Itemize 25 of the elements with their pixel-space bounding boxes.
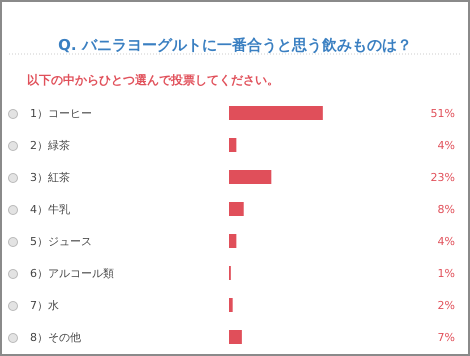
y-tick-label: 3）紅茶 [30, 171, 70, 184]
data-label: 23% [430, 171, 455, 184]
bar [229, 298, 233, 312]
data-label: 4% [438, 139, 455, 152]
y-tick-label: 2）緑茶 [30, 139, 70, 152]
y-tick-label: 5）ジュース [30, 235, 92, 248]
bar [229, 138, 236, 152]
bar [229, 202, 244, 216]
y-tick-label: 1）コーヒー [30, 107, 92, 120]
y-tick-label: 4）牛乳 [30, 203, 70, 216]
chart-subtitle: 以下の中からひとつ選んで投票してください。 [27, 73, 279, 87]
data-label: 1% [438, 267, 455, 280]
data-label: 2% [438, 299, 455, 312]
data-label: 7% [438, 331, 455, 344]
data-label: 8% [438, 203, 455, 216]
data-label: 4% [438, 235, 455, 248]
chart-title: Q. バニラヨーグルトに一番合うと思う飲みものは？ [58, 36, 412, 54]
bar [229, 106, 323, 120]
bar [229, 330, 242, 344]
bar [229, 234, 236, 248]
data-label: 51% [430, 107, 455, 120]
y-tick-label: 6）アルコール類 [30, 267, 114, 280]
y-tick-label: 8）その他 [30, 331, 81, 344]
bar [229, 170, 272, 184]
y-tick-label: 7）水 [30, 299, 59, 312]
